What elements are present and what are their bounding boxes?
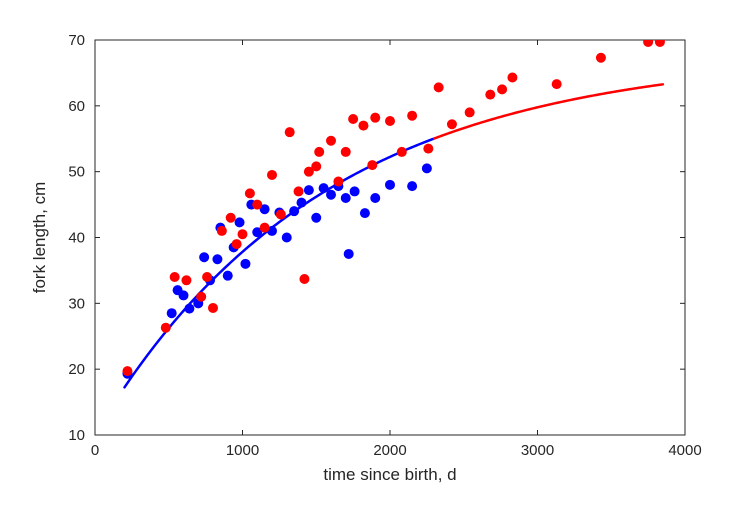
blue-point	[212, 254, 222, 264]
red-point	[252, 200, 262, 210]
blue-point	[297, 198, 307, 208]
red-point	[423, 144, 433, 154]
blue-point	[304, 185, 314, 195]
red-point	[485, 90, 495, 100]
blue-point	[289, 206, 299, 216]
x-tick-label: 0	[91, 442, 99, 459]
x-tick-label: 2000	[373, 442, 406, 459]
red-point	[596, 53, 606, 63]
red-point	[294, 186, 304, 196]
y-axis-label: fork length, cm	[30, 182, 49, 294]
red-point	[170, 272, 180, 282]
red-point	[367, 160, 377, 170]
red-point	[181, 275, 191, 285]
blue-point	[311, 213, 321, 223]
x-tick-label: 3000	[521, 442, 554, 459]
blue-point	[179, 290, 189, 300]
y-tick-label: 50	[68, 164, 85, 181]
red-point	[497, 84, 507, 94]
blue-point	[407, 181, 417, 191]
blue-point	[184, 304, 194, 314]
red-point	[326, 136, 336, 146]
growth-chart: 0 1000 2000 3000 4000 10 20 30 40 50 60 70 time sinc…	[0, 0, 729, 521]
red-point	[217, 226, 227, 236]
red-point	[202, 272, 212, 282]
y-tick-label: 10	[68, 427, 85, 444]
red-point	[507, 73, 517, 83]
red-point	[397, 147, 407, 157]
blue-point	[360, 208, 370, 218]
blue-point	[350, 186, 360, 196]
red-point	[348, 114, 358, 124]
chart-bg	[0, 0, 729, 521]
y-tick-label: 70	[68, 32, 85, 49]
red-point	[552, 79, 562, 89]
red-point	[232, 239, 242, 249]
red-point	[161, 323, 171, 333]
blue-point	[199, 252, 209, 262]
blue-point	[326, 190, 336, 200]
red-point	[314, 147, 324, 157]
blue-point	[167, 308, 177, 318]
red-point	[245, 188, 255, 198]
red-point	[260, 223, 270, 233]
red-point	[370, 113, 380, 123]
red-point	[238, 229, 248, 239]
blue-point	[385, 180, 395, 190]
x-axis-label: time since birth, d	[323, 465, 456, 484]
red-point	[122, 366, 132, 376]
red-point	[447, 119, 457, 129]
red-point	[385, 116, 395, 126]
red-point	[276, 209, 286, 219]
red-point	[434, 82, 444, 92]
red-point	[333, 177, 343, 187]
red-point	[465, 107, 475, 117]
red-point	[226, 213, 236, 223]
red-point	[267, 170, 277, 180]
red-point	[285, 127, 295, 137]
blue-point	[223, 271, 233, 281]
blue-point	[282, 233, 292, 243]
red-point	[358, 121, 368, 131]
y-tick-label: 30	[68, 295, 85, 312]
blue-point	[422, 163, 432, 173]
blue-point	[370, 193, 380, 203]
x-tick-label: 4000	[668, 442, 701, 459]
blue-point	[240, 259, 250, 269]
blue-point	[341, 193, 351, 203]
y-tick-label: 20	[68, 361, 85, 378]
blue-point	[235, 217, 245, 227]
red-point	[311, 161, 321, 171]
red-point	[299, 274, 309, 284]
blue-point	[344, 249, 354, 259]
red-point	[196, 292, 206, 302]
red-point	[208, 303, 218, 313]
red-point	[407, 111, 417, 121]
y-tick-label: 40	[68, 230, 85, 247]
x-tick-label: 1000	[226, 442, 259, 459]
red-point	[341, 147, 351, 157]
y-tick-label: 60	[68, 98, 85, 115]
